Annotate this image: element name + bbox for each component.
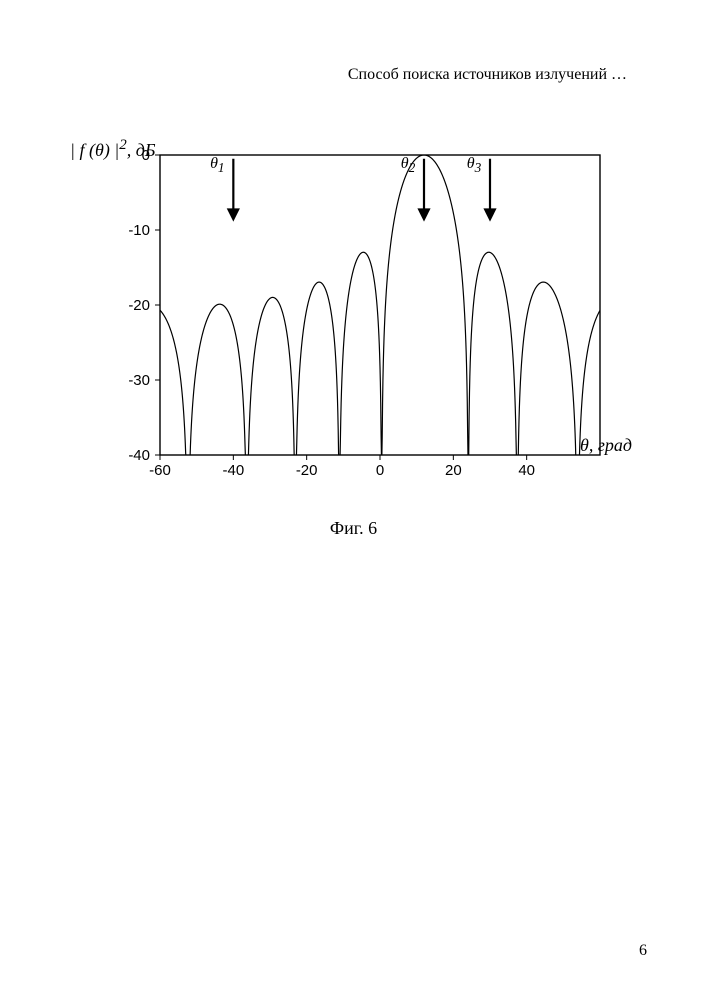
page: Способ поиска источников излучений … | f…	[0, 0, 707, 1000]
svg-text:-20: -20	[128, 297, 150, 314]
svg-text:-40: -40	[128, 447, 150, 464]
header-title: Способ поиска источников излучений …	[348, 66, 627, 84]
annotation-theta1: θ1	[205, 155, 229, 176]
svg-text:-40: -40	[222, 462, 244, 479]
svg-text:20: 20	[445, 462, 462, 479]
svg-text:40: 40	[518, 462, 535, 479]
chart-container: | f (θ) |2, дБ -60-40-2002040 0-10-20-30…	[70, 145, 630, 485]
svg-text:-30: -30	[128, 372, 150, 389]
beam-pattern-chart: -60-40-2002040 0-10-20-30-40	[160, 155, 600, 455]
annotation-theta3: θ3	[462, 155, 486, 176]
svg-text:-10: -10	[128, 222, 150, 239]
svg-text:-20: -20	[296, 462, 318, 479]
svg-text:-60: -60	[149, 462, 171, 479]
page-number: 6	[639, 942, 647, 960]
svg-text:0: 0	[142, 147, 150, 164]
x-axis-label: θ, град	[580, 435, 640, 491]
annotation-theta2: θ2	[396, 155, 420, 176]
svg-text:0: 0	[376, 462, 384, 479]
x-tick-labels: -60 -40 -20 0 20 40	[149, 462, 535, 479]
figure-caption: Фиг. 6	[0, 518, 707, 539]
y-tick-labels: 0 -10 -20 -30 -40	[128, 147, 150, 464]
